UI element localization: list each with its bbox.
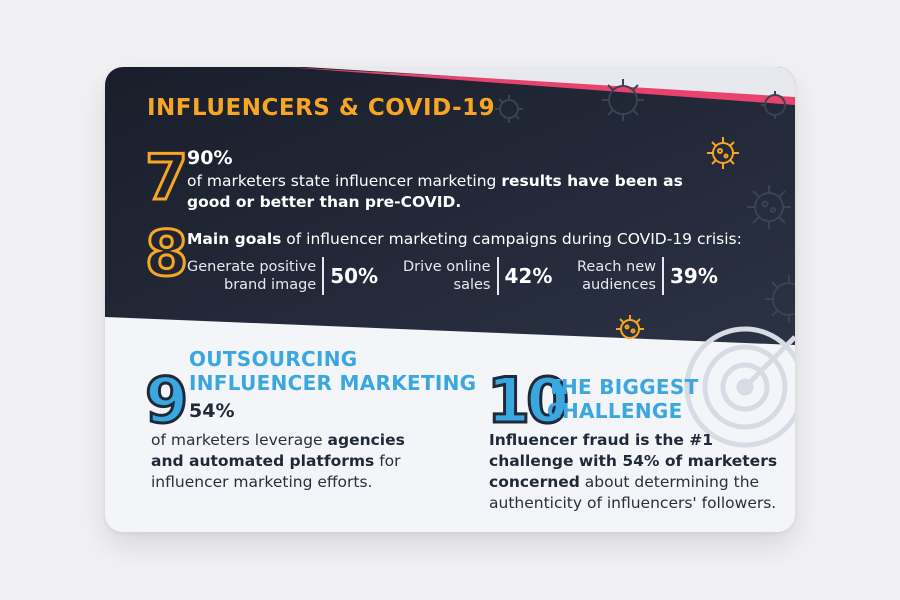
pink-stripe: [285, 67, 795, 105]
stat-number-7: 7: [143, 141, 189, 214]
virus-icon: [707, 137, 739, 169]
goal-label-line2: brand image: [224, 277, 317, 293]
stat7-percent: 90%: [187, 147, 233, 169]
virus-icon: [765, 275, 795, 323]
goal-percent: 39%: [669, 264, 718, 288]
stat9-text-bold: agencies and automated platforms: [151, 431, 405, 470]
stat9-title: OUTSOURCING INFLUENCER MARKETING: [189, 347, 476, 395]
stat8-intro: Main goals of influencer marketing campa…: [187, 230, 742, 248]
goal-label-line2: audiences: [582, 277, 656, 293]
goal-label-line2: sales: [453, 277, 491, 293]
dark-panel: [105, 67, 795, 345]
stat10-text-plain: about determining the authenticity of in…: [489, 473, 777, 512]
goal-label: Drive online sales: [403, 258, 491, 294]
goal-new-audiences: Reach new audiences 39%: [577, 256, 718, 296]
stat9-percent: 54%: [189, 400, 235, 422]
stat7-text-bold: results have been as good or better than…: [187, 172, 683, 211]
goal-divider: [496, 257, 499, 295]
stat9-title-line2: INFLUENCER MARKETING: [189, 371, 477, 395]
goal-label: Reach new audiences: [577, 258, 656, 294]
goal-label-line1: Generate positive: [187, 259, 317, 275]
stat7-text: of marketers state influencer marketing …: [187, 171, 687, 213]
stat-number-9: 9: [143, 364, 189, 437]
stat8-intro-rest: of influencer marketing campaigns during…: [281, 230, 742, 248]
stat7-text-plain: of marketers state influencer marketing: [187, 172, 502, 190]
goal-label: Generate positive brand image: [187, 258, 316, 294]
stat-number-8: 8: [143, 217, 189, 290]
goal-divider: [661, 257, 664, 295]
goal-online-sales: Drive online sales 42%: [403, 256, 552, 296]
virus-icon: [616, 315, 644, 339]
stat10-title-line1: THE BIGGEST: [547, 375, 699, 399]
stat10-title: THE BIGGEST CHALLENGE: [547, 375, 699, 423]
stat9-text-plain2: for influencer marketing efforts.: [151, 452, 401, 491]
virus-icon: [495, 95, 523, 123]
virus-icon: [602, 79, 644, 121]
goal-percent: 50%: [330, 264, 379, 288]
stat8-intro-bold: Main goals: [187, 230, 282, 248]
goal-label-line1: Reach new: [577, 259, 656, 275]
stat10-title-line2: CHALLENGE: [547, 399, 683, 423]
stat9-text: of marketers leverage agencies and autom…: [151, 430, 421, 493]
goal-percent: 42%: [504, 264, 553, 288]
stat10-text-bold: Influencer fraud is the #1 challenge wit…: [489, 431, 778, 491]
goal-label-line1: Drive online: [403, 259, 491, 275]
stat9-title-line1: OUTSOURCING: [189, 347, 358, 371]
card-background: [105, 67, 795, 532]
goal-brand-image: Generate positive brand image 50%: [187, 256, 378, 296]
target-icon: [684, 326, 795, 448]
virus-icon: [747, 185, 791, 229]
virus-icon: [761, 91, 786, 119]
section-heading: INFLUENCERS & COVID-19: [147, 95, 496, 121]
stat9-text-plain1: of marketers leverage: [151, 431, 328, 449]
infographic-card: INFLUENCERS & COVID-19 7 90% of marketer…: [105, 67, 795, 532]
stat-number-10: 10: [485, 364, 570, 437]
stat10-text: Influencer fraud is the #1 challenge wit…: [489, 430, 789, 514]
goal-divider: [322, 257, 325, 295]
